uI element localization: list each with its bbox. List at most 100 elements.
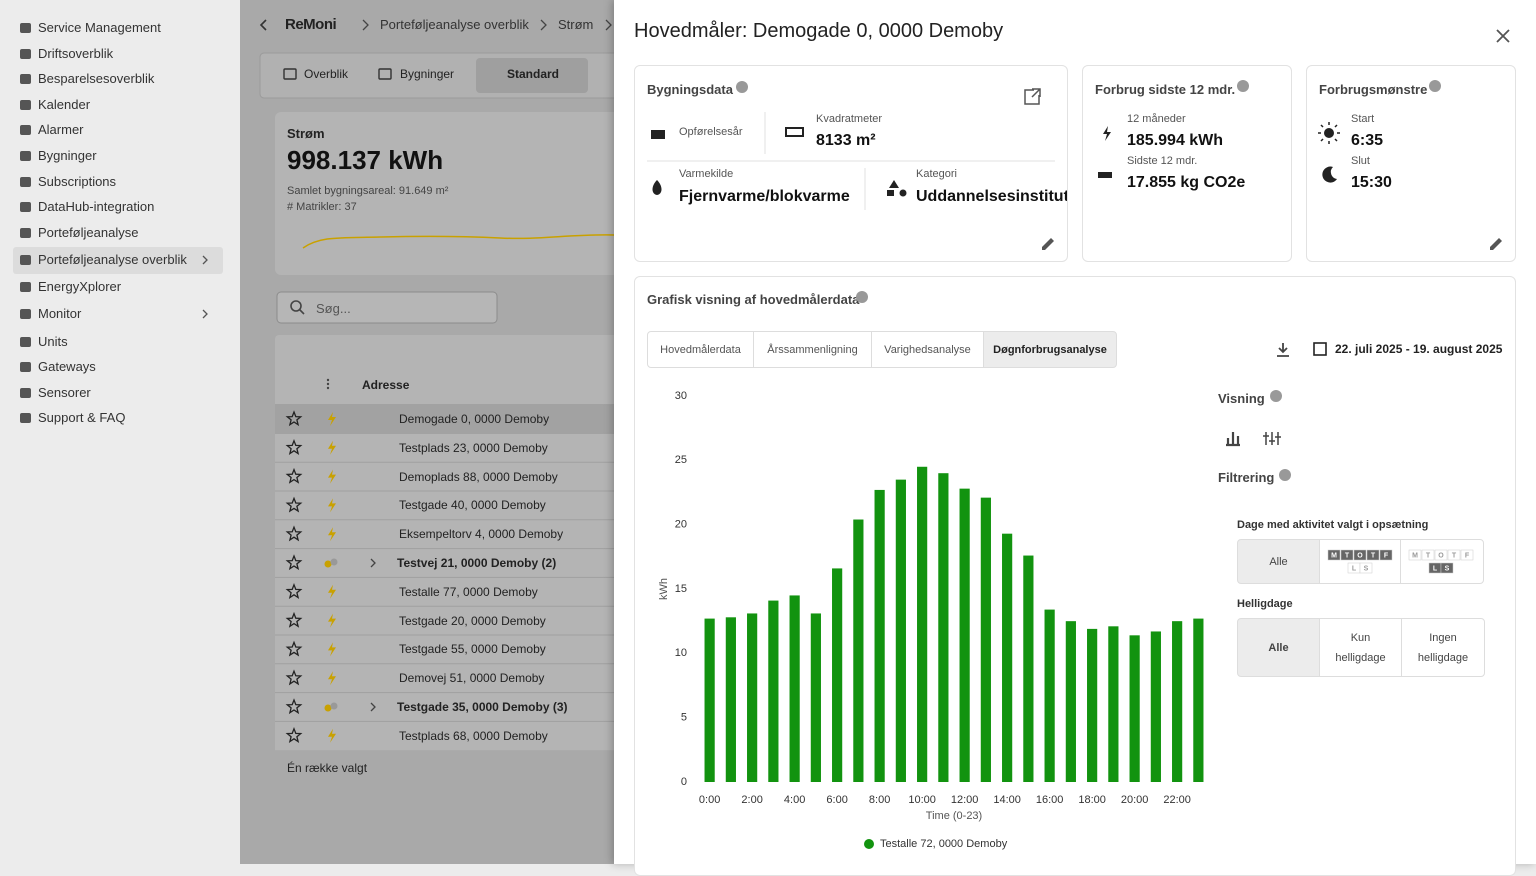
bar bbox=[768, 600, 779, 782]
table-header[interactable]: Adresse bbox=[362, 378, 410, 392]
nav-item[interactable]: Support & FAQ bbox=[38, 410, 126, 425]
bar bbox=[1087, 628, 1098, 782]
favorite-star[interactable] bbox=[285, 611, 303, 628]
edit-icon[interactable] bbox=[1042, 238, 1054, 250]
favorite-star[interactable] bbox=[285, 439, 303, 455]
graph-tab[interactable]: Årssammenligning bbox=[753, 331, 872, 368]
row-address[interactable]: Demoplads 88, 0000 Demoby bbox=[399, 469, 558, 484]
favorite-star[interactable] bbox=[285, 669, 303, 686]
nav-item[interactable]: Gateways bbox=[38, 359, 96, 374]
row-address[interactable]: Testalle 77, 0000 Demoby bbox=[399, 584, 538, 599]
holiday-option[interactable]: Alle bbox=[1237, 618, 1320, 677]
holiday-option[interactable]: Ingen helligdage bbox=[1401, 618, 1485, 677]
menu-dot[interactable] bbox=[326, 378, 330, 382]
row-address[interactable]: Demogade 0, 0000 Demoby bbox=[399, 412, 550, 426]
nav-item[interactable]: EnergyXplorer bbox=[38, 279, 122, 294]
favorite-star[interactable] bbox=[285, 554, 303, 571]
nav-item[interactable]: DataHub-integration bbox=[38, 199, 155, 214]
nav-item[interactable]: Besparelsesoverblik bbox=[38, 71, 155, 86]
close-button[interactable] bbox=[1496, 29, 1510, 43]
y-tick-label: 30 bbox=[675, 390, 687, 402]
nav-item[interactable]: Bygninger bbox=[38, 148, 97, 163]
favorite-star[interactable] bbox=[285, 698, 303, 715]
row-address[interactable]: Testgade 40, 0000 Demoby bbox=[399, 498, 546, 513]
info-icon[interactable] bbox=[856, 291, 868, 303]
settings-view-icon[interactable] bbox=[1263, 432, 1281, 445]
menu-dot[interactable] bbox=[326, 386, 330, 390]
weekday-cell bbox=[1353, 549, 1367, 561]
bolt-icon bbox=[1103, 126, 1111, 141]
row-address[interactable]: Eksempeltorv 4, 0000 Demoby bbox=[399, 527, 564, 542]
nav-item[interactable]: Monitor bbox=[38, 306, 82, 321]
nav-item[interactable]: Kalender bbox=[38, 97, 91, 112]
favorite-star[interactable] bbox=[285, 467, 303, 484]
tab[interactable]: Standard bbox=[507, 67, 560, 81]
y-tick-label: 10 bbox=[675, 647, 687, 659]
field-value: 15:30 bbox=[1351, 174, 1392, 191]
graph-tab[interactable]: Varighedsanalyse bbox=[871, 331, 984, 368]
graph-tab[interactable]: Hovedmålerdata bbox=[647, 331, 754, 368]
open-icon[interactable] bbox=[1024, 88, 1041, 105]
info-icon[interactable] bbox=[1279, 469, 1291, 481]
favorite-star[interactable] bbox=[285, 727, 303, 743]
row-address[interactable]: Testgade 55, 0000 Demoby bbox=[399, 642, 546, 657]
logo[interactable]: ReMoni bbox=[285, 16, 337, 33]
info-icon[interactable] bbox=[1270, 390, 1282, 402]
weekday-grid: M T O T FL S bbox=[1327, 549, 1393, 574]
calendar-icon[interactable] bbox=[1313, 342, 1327, 356]
favorite-star[interactable] bbox=[285, 583, 303, 599]
nav-item[interactable]: Alarmer bbox=[38, 122, 84, 137]
info-icon[interactable] bbox=[1237, 80, 1249, 92]
info-icon[interactable] bbox=[736, 81, 748, 93]
nav-item[interactable]: Service Management bbox=[38, 20, 161, 35]
expand-chevron[interactable] bbox=[370, 558, 376, 568]
row-address[interactable]: Demovej 51, 0000 Demoby bbox=[399, 671, 545, 686]
holidays-title: Helligdage bbox=[1237, 598, 1293, 610]
nav-item[interactable]: Units bbox=[38, 334, 68, 349]
x-axis-title: Time (0-23) bbox=[926, 810, 982, 822]
tab[interactable]: Bygninger bbox=[400, 67, 455, 81]
menu-dot[interactable] bbox=[326, 382, 330, 386]
edit-icon[interactable] bbox=[1490, 238, 1502, 250]
date-range[interactable]: 22. juli 2025 - 19. august 2025 bbox=[1335, 342, 1503, 356]
favorite-star[interactable] bbox=[285, 640, 303, 657]
sidebar: Service Management Driftsoverblik Besparel… bbox=[0, 0, 240, 864]
weekday-cell bbox=[1379, 549, 1393, 561]
search-placeholder[interactable]: Søg... bbox=[316, 301, 351, 316]
breadcrumb-item[interactable]: Porteføljeanalyse overblik bbox=[380, 17, 529, 32]
back-icon[interactable] bbox=[259, 19, 267, 31]
info-icon[interactable] bbox=[1429, 80, 1441, 92]
holiday-option[interactable]: Kun helligdage bbox=[1319, 618, 1402, 677]
row-address[interactable]: Testgade 20, 0000 Demoby bbox=[399, 613, 546, 628]
favorite-star[interactable] bbox=[285, 525, 303, 542]
row-address[interactable]: Testvej 21, 0000 Demoby (2) bbox=[397, 556, 557, 570]
download-icon[interactable] bbox=[1277, 343, 1289, 357]
bar bbox=[938, 473, 949, 782]
expand-chevron[interactable] bbox=[370, 702, 376, 712]
nav-item[interactable]: Porteføljeanalyse bbox=[38, 225, 139, 240]
chevron[interactable] bbox=[202, 309, 208, 319]
nav-item[interactable]: Porteføljeanalyse overblik bbox=[38, 252, 187, 267]
search-box[interactable] bbox=[276, 291, 498, 324]
bar-view-icon[interactable] bbox=[1226, 432, 1240, 447]
row-address[interactable]: Testplads 68, 0000 Demoby bbox=[399, 728, 548, 743]
bar bbox=[704, 618, 715, 782]
main-content: ReMoni Porteføljeanalyse overblik Strøm … bbox=[240, 0, 614, 864]
favorite-star[interactable] bbox=[285, 496, 303, 513]
breadcrumb-item[interactable]: Strøm bbox=[558, 17, 594, 32]
tab[interactable]: Overblik bbox=[304, 67, 349, 81]
nav-item[interactable]: Sensorer bbox=[38, 385, 91, 400]
sun-rays bbox=[1318, 122, 1340, 144]
graph-tab[interactable]: Døgnforbrugsanalyse bbox=[983, 331, 1117, 368]
row-address[interactable]: Testgade 35, 0000 Demoby (3) bbox=[397, 700, 568, 714]
nav-item[interactable]: Driftsoverblik bbox=[38, 46, 114, 61]
bar bbox=[832, 568, 843, 782]
nav-item[interactable]: Subscriptions bbox=[38, 174, 117, 189]
favorite-star[interactable] bbox=[285, 410, 303, 427]
row-address[interactable]: Testplads 23, 0000 Demoby bbox=[399, 440, 548, 455]
chevron[interactable] bbox=[202, 255, 208, 265]
days-option[interactable]: Alle bbox=[1237, 539, 1320, 584]
